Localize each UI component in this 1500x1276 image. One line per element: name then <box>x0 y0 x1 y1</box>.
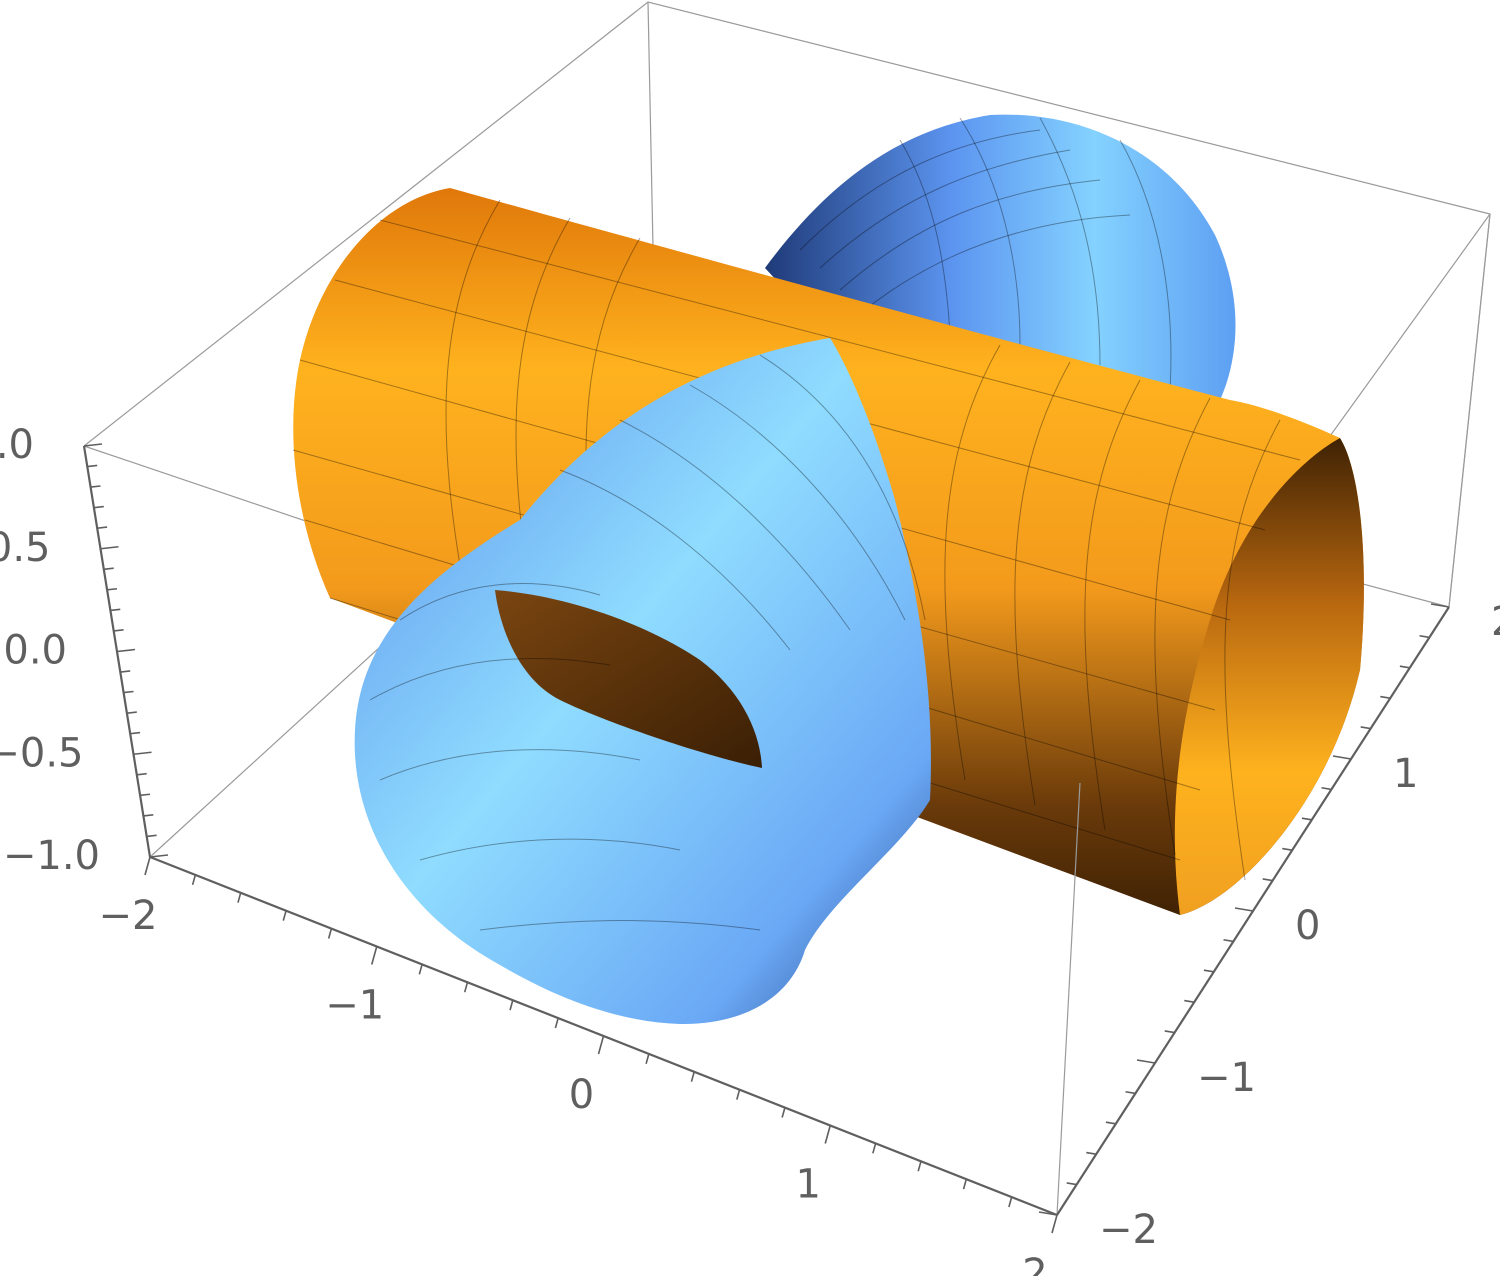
x-axis-tick <box>282 910 287 921</box>
z-axis-tick-label: 0.5 <box>0 525 51 571</box>
y-axis-tick <box>1282 847 1293 851</box>
x-axis-tick <box>962 1178 968 1190</box>
z-axis-tick-label: 0.0 <box>3 628 67 674</box>
x-axis-tick <box>327 928 333 939</box>
z-axis-tick <box>93 505 104 509</box>
x-axis-tick-label: 0 <box>569 1072 594 1118</box>
y-axis-tick <box>1164 1030 1175 1034</box>
x-axis-tick-label: 2 <box>1022 1251 1047 1276</box>
x-axis-tick-label: −1 <box>325 983 384 1029</box>
y-axis-tick-label: 2 <box>1491 599 1500 645</box>
x-axis-tick <box>872 1143 877 1154</box>
x-axis-tick-label: −2 <box>99 893 158 939</box>
y-axis-tick <box>1380 695 1391 699</box>
y-axis-tick <box>1321 786 1332 791</box>
z-axis-tick <box>113 629 124 632</box>
x-axis-tick <box>144 856 151 876</box>
y-axis-tick-label: −1 <box>1197 1055 1256 1101</box>
y-axis-tick <box>1203 969 1214 973</box>
y-axis-tick <box>1136 1059 1156 1064</box>
z-axis-tick <box>87 464 98 468</box>
x-axis-tick <box>645 1053 650 1065</box>
z-axis-tick <box>103 567 114 571</box>
tick-labels: −1.0 −0.5 0.0 0.5 1.0 −2 −1 0 1 2 −2 −1 0 1 2 <box>0 422 1500 1276</box>
y-axis-tick <box>1430 603 1450 608</box>
y-axis-tick-label: −2 <box>1099 1207 1158 1253</box>
y-axis-tick <box>1125 1090 1136 1095</box>
z-axis-tick <box>126 711 137 714</box>
z-axis-tick <box>97 526 108 529</box>
y-axis-tick <box>1066 1182 1077 1186</box>
z-axis-tick <box>83 443 103 447</box>
y-axis-tick-label: 0 <box>1295 903 1320 949</box>
z-axis-tick <box>120 670 131 673</box>
x-axis-tick <box>824 1125 832 1144</box>
z-axis-tick <box>149 854 169 858</box>
z-axis-tick <box>90 485 101 488</box>
x-axis-tick <box>1008 1196 1013 1208</box>
y-axis-tick-label: 1 <box>1393 751 1418 797</box>
y-axis-tick <box>1301 817 1312 821</box>
blue-sheet-front <box>354 338 931 1025</box>
y-axis-tick <box>1262 878 1273 882</box>
y-axis-tick <box>1105 1121 1116 1125</box>
x-axis-tick <box>781 1107 786 1118</box>
z-axis-tick <box>146 834 157 838</box>
y-axis-tick <box>1234 907 1254 912</box>
y-axis-tick <box>1332 755 1352 760</box>
x-axis-tick <box>463 982 469 993</box>
z-axis-tick <box>116 648 136 653</box>
z-axis-tick <box>140 793 151 797</box>
z-axis-tick <box>136 772 147 776</box>
z-axis-tick <box>130 731 141 735</box>
x-axis-tick <box>917 1161 922 1172</box>
x-axis-tick <box>418 964 423 975</box>
y-axis-tick <box>1086 1151 1097 1155</box>
x-axis-tick <box>509 999 514 1011</box>
x-axis-tick <box>597 1035 605 1055</box>
x-axis-tick <box>1051 1214 1058 1234</box>
x-axis-tick <box>237 892 242 903</box>
z-axis-tick <box>143 814 154 817</box>
y-axis-tick <box>1419 634 1430 639</box>
z-axis-tick <box>100 545 119 550</box>
y-axis-tick <box>1038 1211 1058 1216</box>
z-axis-tick-label: −1.0 <box>3 833 100 879</box>
y-axis-tick <box>1360 726 1371 730</box>
x-axis-tick-label: 1 <box>796 1162 821 1208</box>
z-axis-tick <box>123 690 134 694</box>
x-axis-tick <box>690 1071 695 1082</box>
y-axis-tick <box>1399 665 1410 669</box>
bounding-box-front <box>1056 213 1491 1216</box>
z-axis-tick-label: 1.0 <box>0 422 34 468</box>
z-axis-tick <box>110 608 121 612</box>
z-axis-tick-label: −0.5 <box>0 730 84 776</box>
x-axis-tick <box>191 874 197 886</box>
x-axis-tick <box>736 1089 741 1100</box>
x-axis-tick <box>370 946 378 965</box>
tick-marks <box>83 443 1450 1234</box>
y-axis-tick <box>1184 999 1195 1003</box>
y-axis-tick <box>1223 938 1234 943</box>
z-axis-tick <box>133 751 152 756</box>
z-axis-tick <box>107 587 118 591</box>
x-axis-tick <box>554 1017 559 1029</box>
